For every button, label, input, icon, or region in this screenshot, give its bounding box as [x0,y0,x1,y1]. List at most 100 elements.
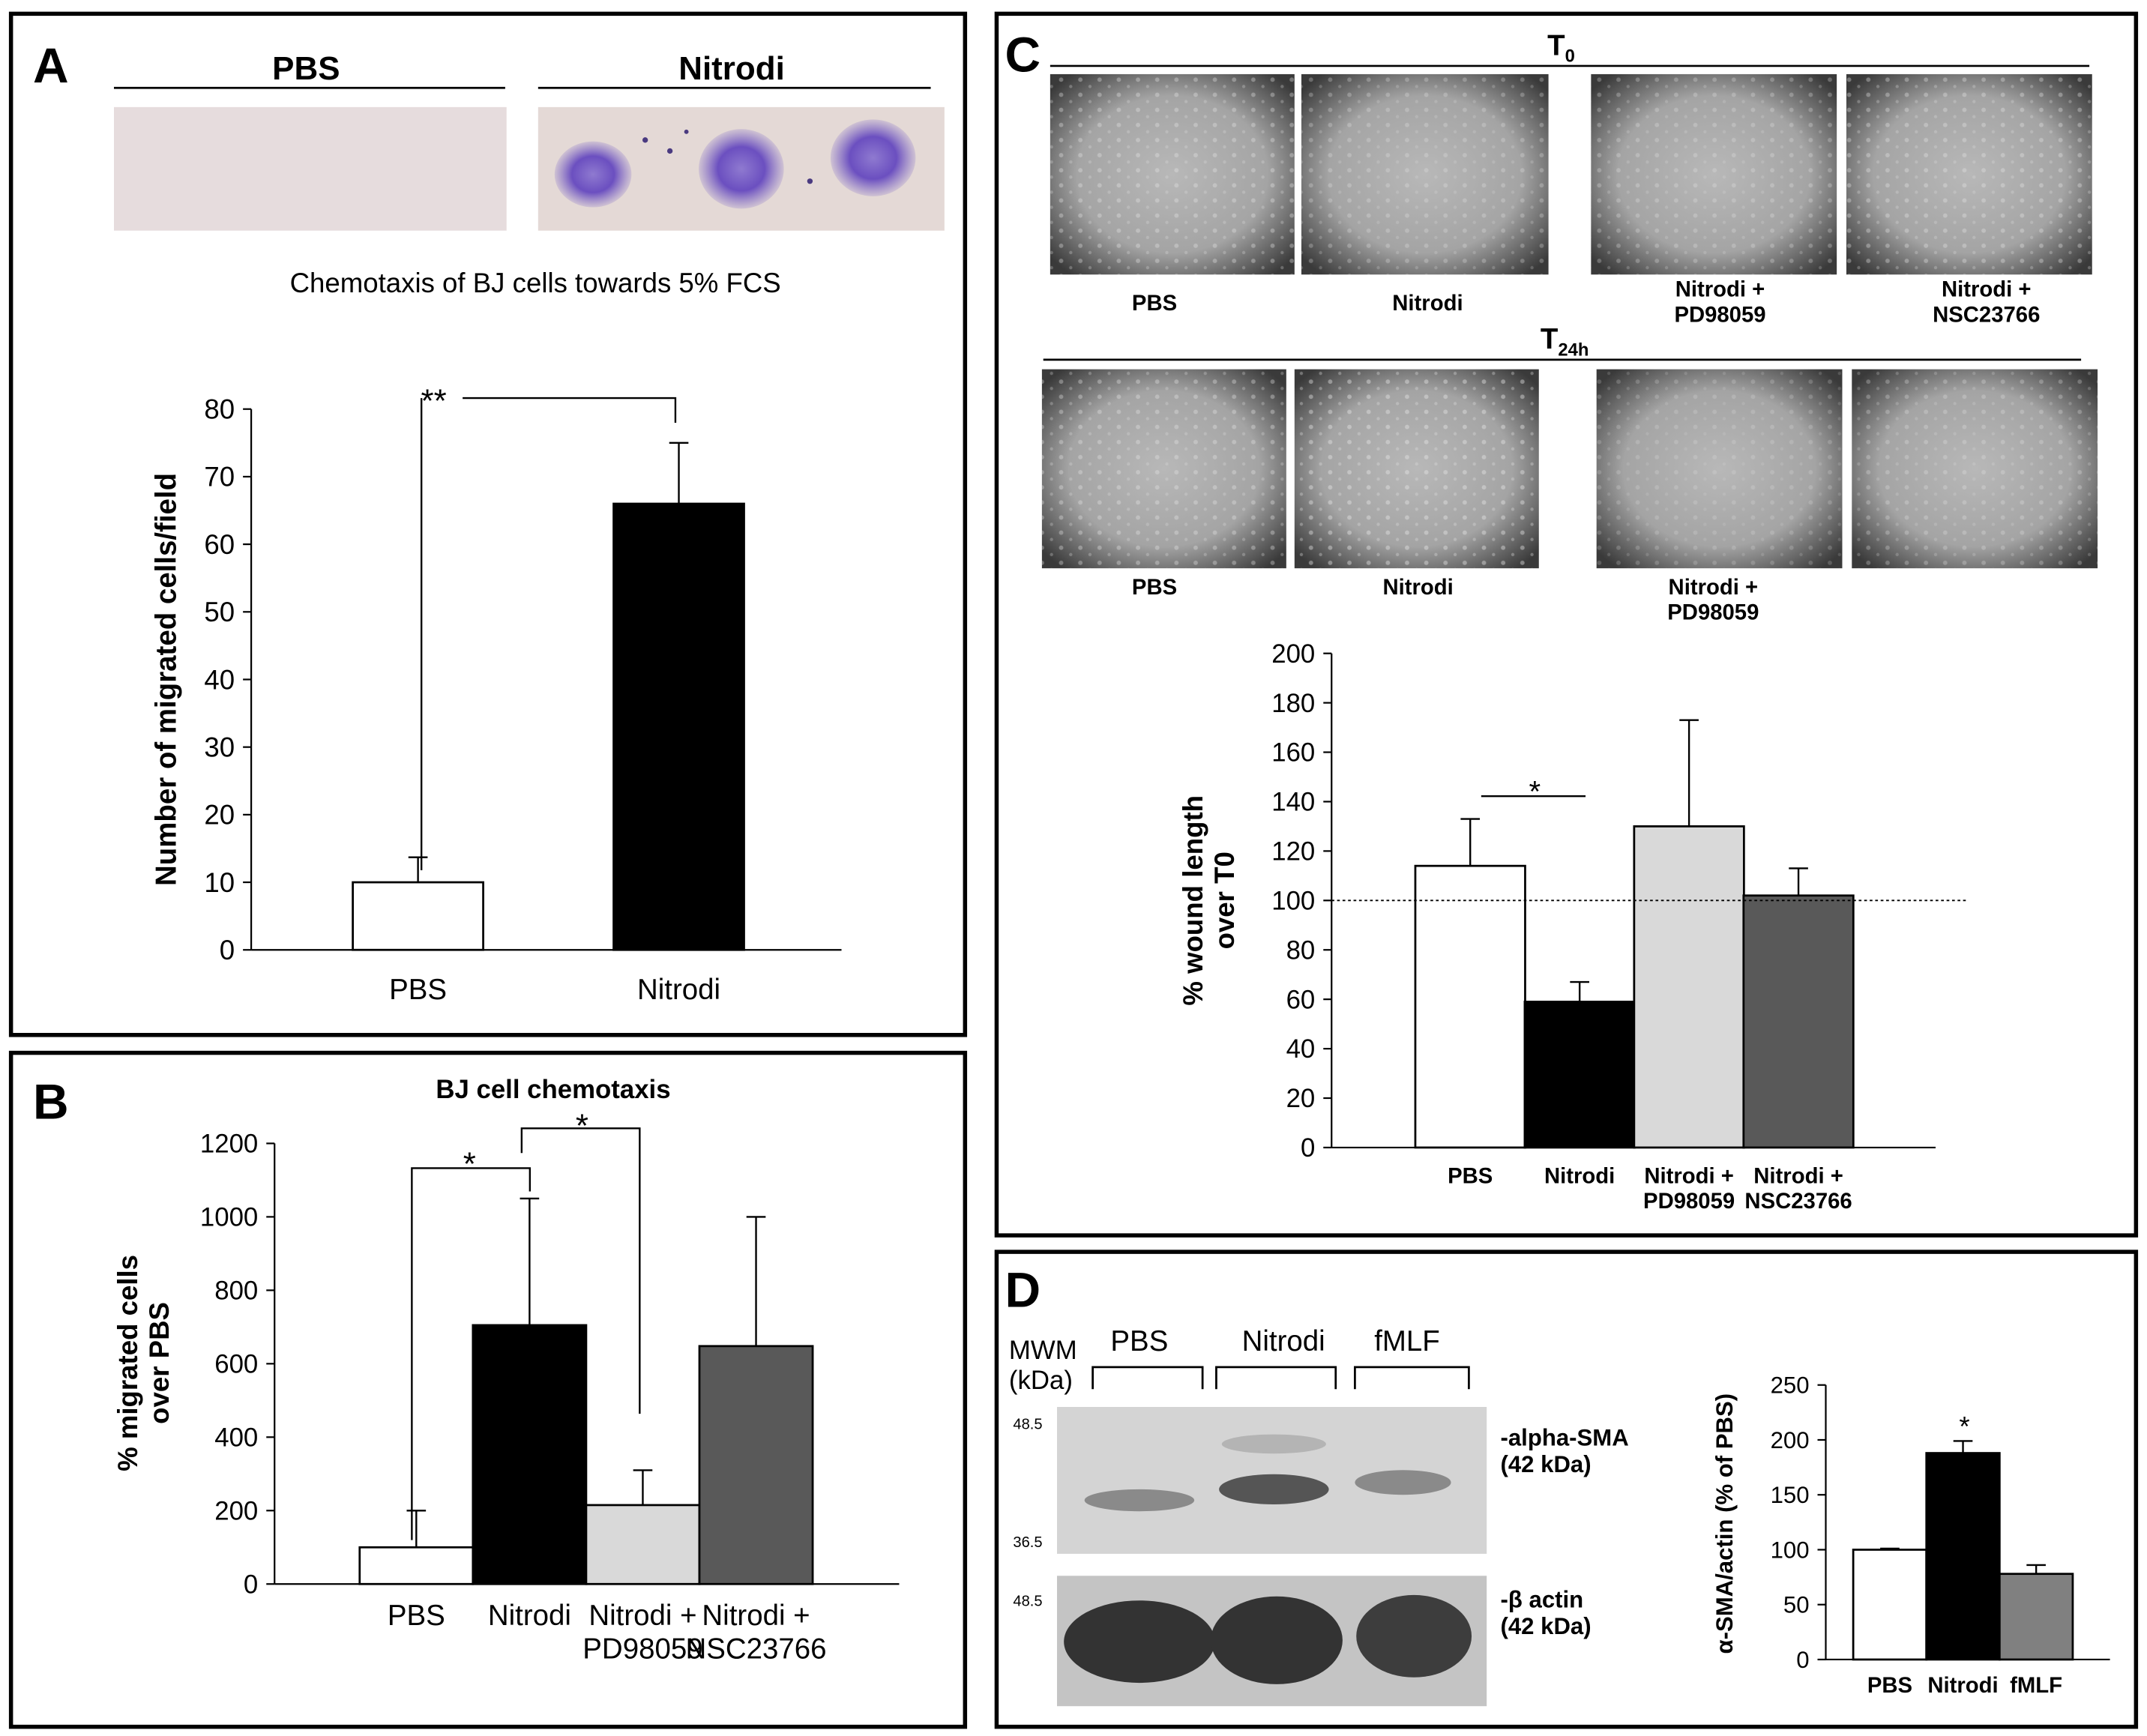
panel-frame [994,1250,2139,1729]
annotation: * [576,1107,588,1144]
image-label: Nitrodi [1382,575,1453,600]
error-bar [2026,1564,2046,1574]
chart-title: BJ cell chemotaxis [436,1076,670,1104]
y-tick-label: 50 [1783,1592,1810,1618]
x-tick-label: Nitrodi + NSC23766 [1744,1164,1852,1214]
y-tick-label: 160 [1271,739,1315,768]
y-tick-label: 50 [204,597,235,627]
y-tick-label: 1000 [200,1204,258,1232]
bar [1998,1573,2074,1661]
y-tick-label: 40 [1286,1035,1316,1064]
y-tick-label: 30 [204,732,235,762]
lane-bracket [1091,1366,1470,1390]
y-tick-label: 80 [1286,936,1316,965]
time-label: T [1547,29,1565,61]
y-tick-label: 10 [204,867,235,898]
bar [1852,1549,1928,1661]
x-tick-label: PBS [388,1600,445,1632]
y-tick-label: 40 [204,664,235,695]
bar [1925,1452,2001,1661]
panel-frame [994,11,2139,1238]
y-tick-label: 180 [1271,690,1315,718]
image-label: PBS [1132,291,1177,316]
membrane-image [113,106,507,231]
bar [1523,1001,1636,1149]
time-subscript: 0 [1565,46,1575,66]
y-tick-label: 200 [214,1497,258,1525]
panel-label: B [33,1073,69,1129]
y-tick-label: 60 [204,529,235,560]
error-bar [406,1510,427,1548]
y-tick-label: 250 [1771,1372,1810,1399]
error-bar [1570,980,1589,1002]
y-axis-label: α-SMA/actin (% of PBS) [1711,1393,1738,1654]
bar [1414,864,1526,1149]
y-tick-label: 200 [1271,640,1315,669]
panel-label: C [1005,26,1041,82]
bar [585,1504,701,1585]
x-tick-label: Nitrodi [1544,1164,1615,1189]
marker-label: 48.5 [1013,1416,1042,1432]
panel-frame [8,11,968,1037]
band-label: -β actin (42 kDa) [1501,1586,1592,1639]
error-bar [1679,719,1699,827]
y-tick-label: 1200 [200,1130,258,1159]
significance-bracket [520,1127,641,1414]
error-bar [1953,1440,1973,1453]
x-tick-label: Nitrodi [488,1600,571,1632]
y-axis-label: % migrated cellsover PBS [112,1255,175,1471]
y-tick-label: 150 [1771,1482,1810,1508]
image-label: Nitrodi + NSC23766 [1933,277,2040,328]
error-bar [520,1197,540,1325]
y-tick-label: 600 [214,1351,258,1379]
image-label: Nitrodi + PD98059 [1674,277,1765,328]
y-tick-label: 100 [1271,887,1315,915]
annotation: * [1529,774,1541,808]
marker-label: 36.5 [1013,1534,1042,1551]
y-tick-label: 140 [1271,789,1315,817]
y-tick-label: 200 [1771,1427,1810,1453]
y-tick-label: 20 [204,800,235,831]
chart-title: Chemotaxis of BJ cells towards 5% FCS [290,268,781,298]
y-axis-label: % wound lengthover T0 [1178,795,1240,1006]
error-bar [408,856,428,883]
x-tick-label: Nitrodi + NSC23766 [686,1600,827,1665]
bar [358,1546,475,1585]
y-tick-label: 800 [214,1277,258,1306]
panel-frame [8,1050,968,1729]
x-tick-label: Nitrodi + PD98059 [1643,1164,1735,1214]
x-tick-label: Nitrodi [1927,1673,1998,1698]
error-bar [746,1216,766,1346]
membrane-image [537,106,945,231]
western-blot [1057,1407,1487,1707]
x-tick-label: PBS [1448,1164,1493,1189]
error-bar [1460,818,1481,867]
x-tick-label: Nitrodi [637,974,720,1006]
y-tick-label: 0 [1301,1134,1315,1163]
panel-label: A [33,37,69,93]
x-tick-label: Nitrodi + PD98059 [582,1600,702,1665]
x-tick-label: PBS [389,974,447,1006]
band-label: -alpha-SMA (42 kDa) [1501,1424,1629,1477]
x-tick-label: PBS [1867,1673,1912,1698]
image-label: Nitrodi [1392,291,1463,316]
x-tick-label: fMLF [2010,1673,2062,1698]
y-tick-label: 0 [244,1570,258,1599]
lane-label: PBS [1110,1325,1168,1357]
time-subscript: 24h [1558,340,1589,360]
y-tick-label: 0 [220,935,235,965]
bar [612,502,745,951]
bar [1742,894,1855,1149]
image-label: PBS [272,50,340,87]
annotation: * [1959,1411,1969,1441]
annotation: * [463,1146,476,1183]
image-label: PBS [1132,575,1177,600]
significance-bracket [420,397,677,871]
lane-label: fMLF [1374,1325,1440,1357]
y-tick-label: 100 [1771,1537,1810,1563]
bar [352,881,484,951]
lane-label: Nitrodi [1242,1325,1325,1357]
